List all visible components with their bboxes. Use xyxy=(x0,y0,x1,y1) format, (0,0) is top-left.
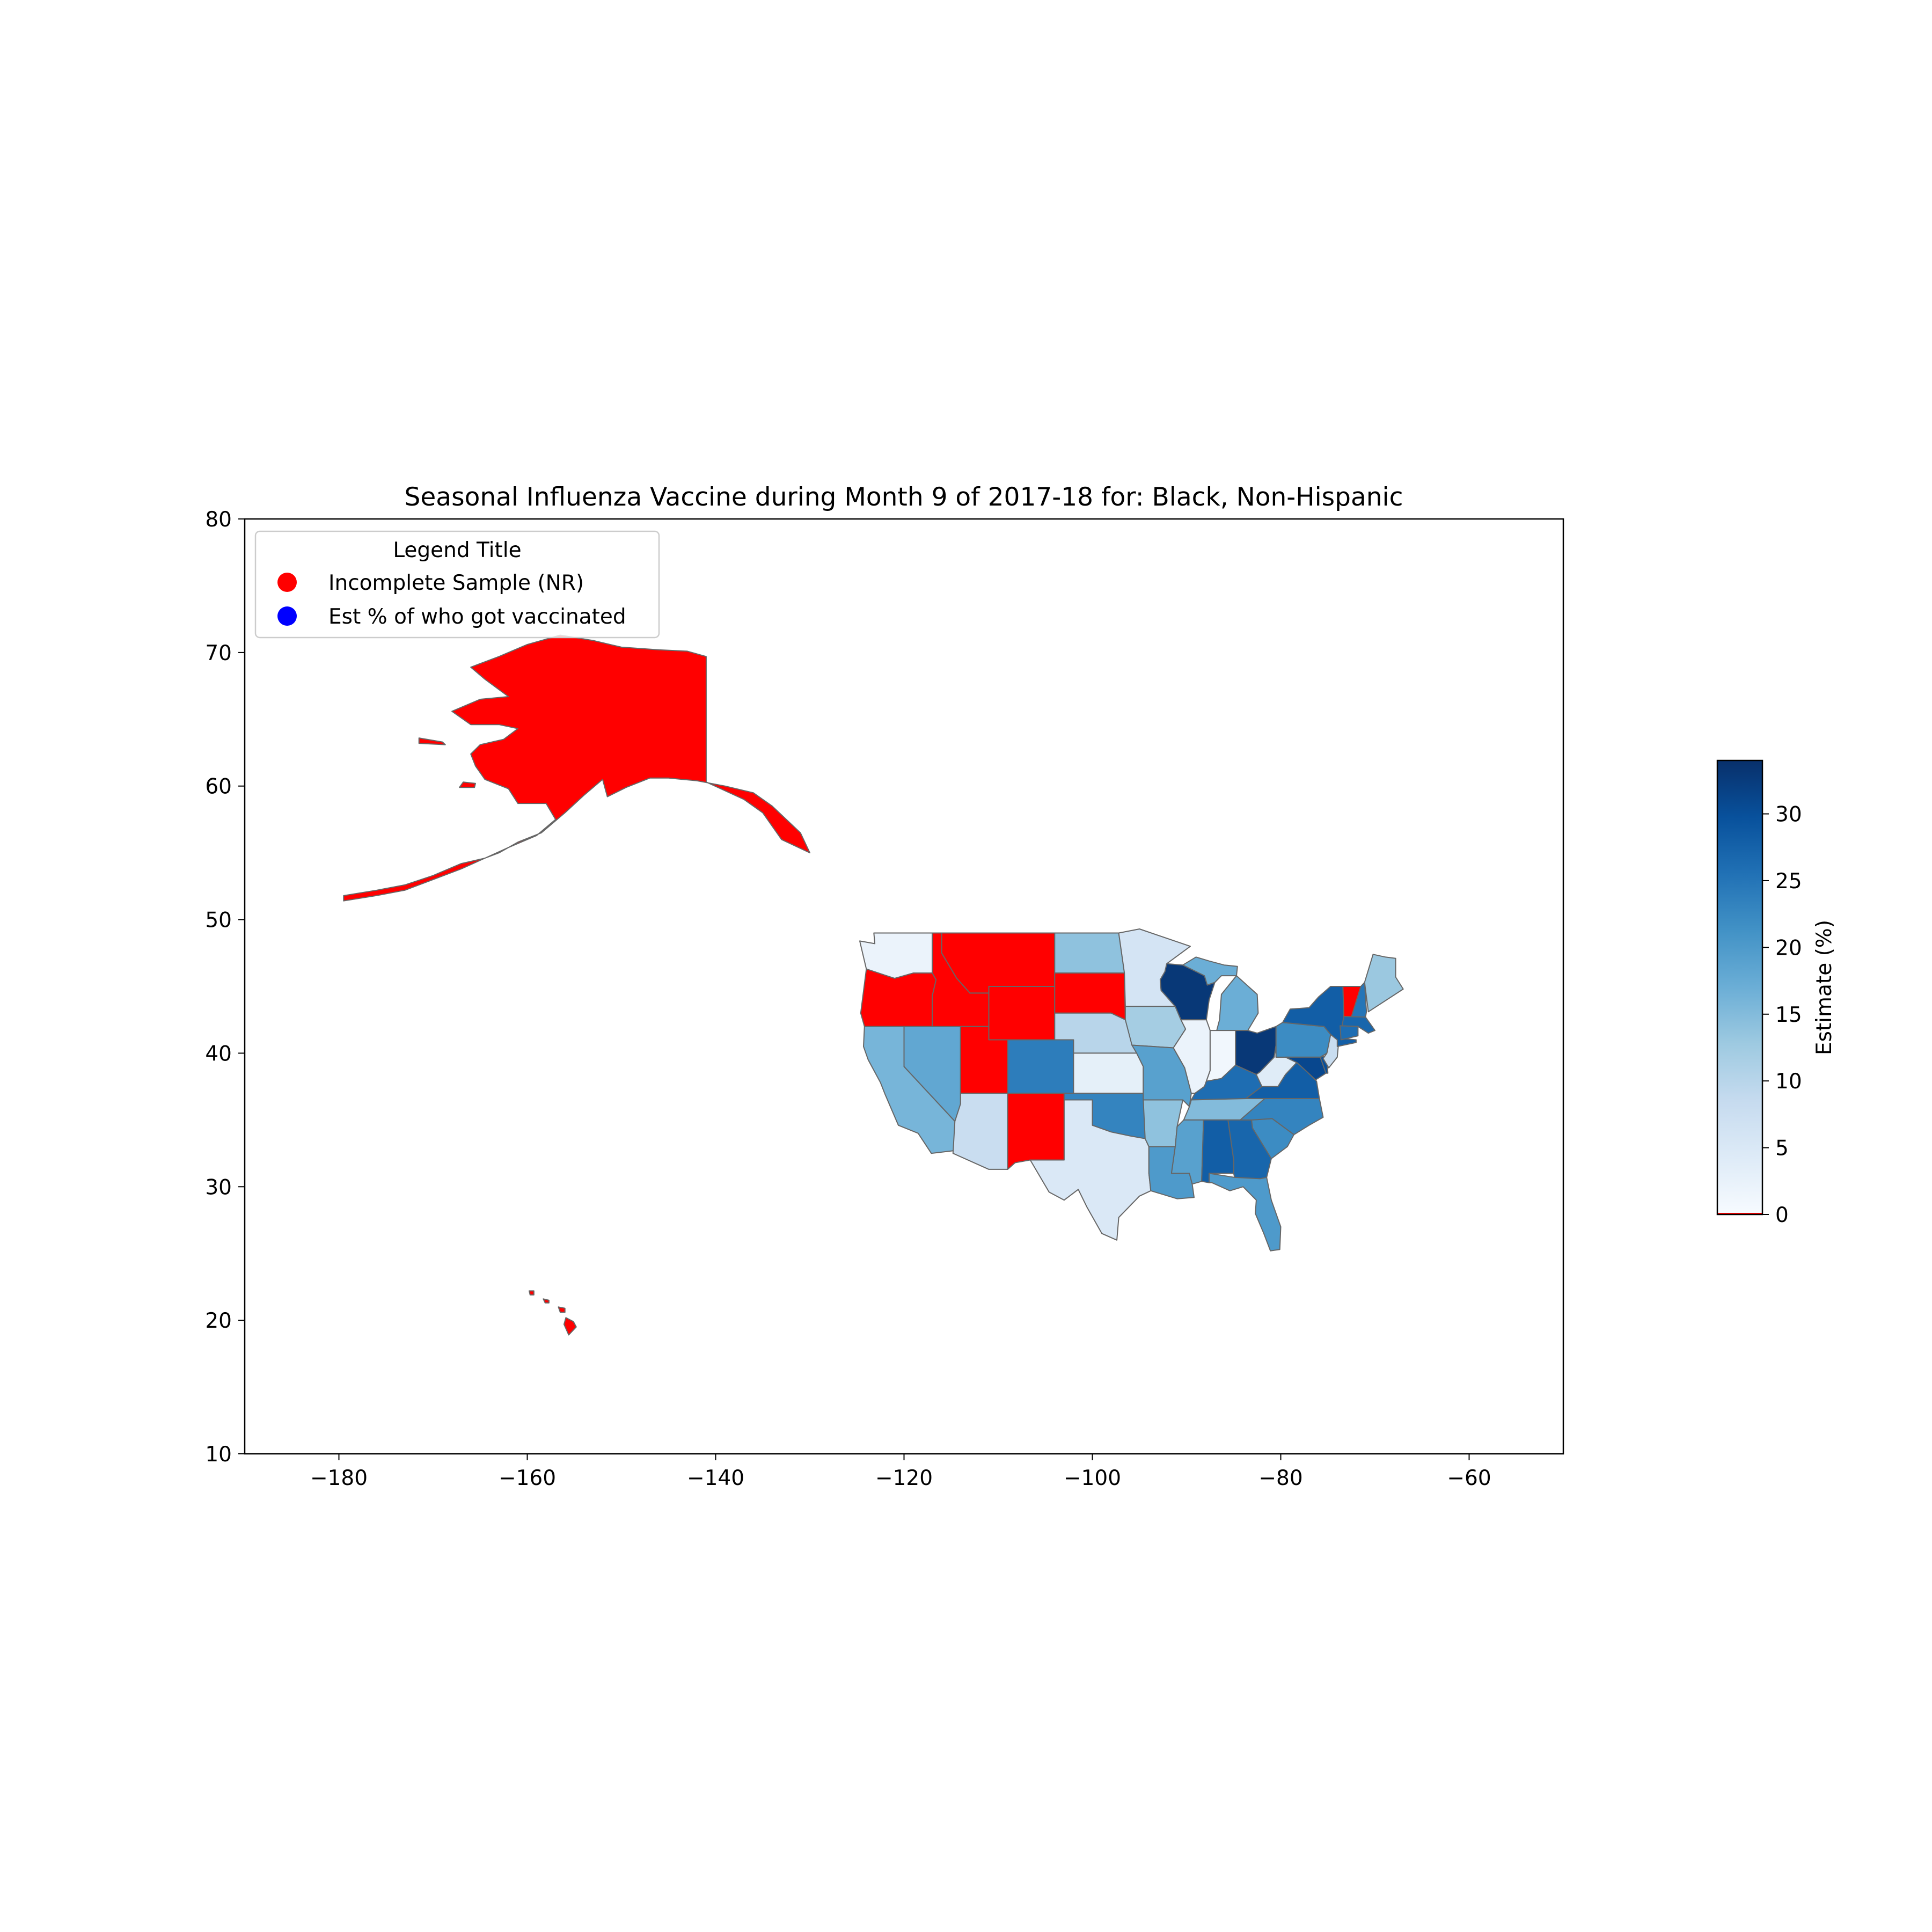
state-az xyxy=(952,1093,1008,1170)
x-tick-label: −160 xyxy=(499,1466,556,1490)
x-tick-label: −120 xyxy=(875,1466,933,1490)
state-hi-hawaii xyxy=(563,1317,577,1336)
state-hi-maui xyxy=(558,1306,566,1313)
map-layer xyxy=(343,634,1404,1336)
legend-box xyxy=(254,530,660,639)
y-tick-label: 40 xyxy=(205,1042,232,1066)
y-tick-label: 60 xyxy=(205,775,232,799)
state-me xyxy=(1364,954,1404,1013)
legend-marker-vaccinated xyxy=(277,606,297,626)
state-mi xyxy=(1216,975,1259,1031)
colorbar-gradient xyxy=(1717,760,1762,1214)
x-tick-label: −180 xyxy=(310,1466,368,1490)
colorbar: 0 5 10 15 20 25 30 Estimate (%) xyxy=(1716,759,1836,1227)
state-ak-stlawrence xyxy=(418,737,446,745)
colorbar-tick-label: 25 xyxy=(1775,869,1802,894)
state-ak-aleutians xyxy=(343,858,486,902)
legend-label-vaccinated: Est % of who got vaccinated xyxy=(328,605,626,629)
state-ma xyxy=(1341,1016,1375,1034)
state-nh xyxy=(1351,982,1367,1018)
y-tick-label: 20 xyxy=(205,1309,232,1333)
state-fl xyxy=(1209,1173,1282,1252)
colorbar-frame xyxy=(1716,759,1763,1216)
state-or xyxy=(860,968,937,1027)
colorbar-tick-label: 10 xyxy=(1775,1070,1802,1094)
state-ct xyxy=(1340,1025,1359,1041)
state-ak xyxy=(451,634,810,859)
state-ia xyxy=(1124,1006,1187,1049)
colorbar-label: Estimate (%) xyxy=(1812,920,1836,1055)
chart-title: Seasonal Influenza Vaccine during Month … xyxy=(405,482,1403,512)
y-tick-label: 10 xyxy=(205,1443,232,1467)
colorbar-tick-label: 20 xyxy=(1775,936,1802,960)
y-axis: 10 20 30 40 50 60 70 80 xyxy=(205,508,245,1467)
state-co xyxy=(1007,1039,1074,1094)
y-tick-label: 30 xyxy=(205,1175,232,1199)
x-tick-label: −100 xyxy=(1064,1466,1121,1490)
y-tick-label: 70 xyxy=(205,641,232,665)
state-wy xyxy=(988,986,1056,1041)
state-ak-nunivak xyxy=(459,781,476,788)
y-tick-label: 50 xyxy=(205,909,232,933)
x-tick-label: −60 xyxy=(1447,1466,1491,1490)
colorbar-tick-label: 5 xyxy=(1775,1137,1789,1161)
state-ks xyxy=(1073,1052,1144,1094)
legend-label-incomplete-sample: Incomplete Sample (NR) xyxy=(328,571,584,595)
colorbar-tick-label: 30 xyxy=(1775,803,1802,827)
legend: Legend Title Incomplete Sample (NR) Est … xyxy=(254,530,660,639)
x-axis: −180 −160 −140 −120 −100 −80 −60 xyxy=(310,1454,1491,1490)
state-nm xyxy=(1007,1093,1065,1170)
state-hi-oahu xyxy=(543,1298,550,1304)
colorbar-tick-label: 15 xyxy=(1775,1003,1802,1027)
state-hi-kauai xyxy=(529,1290,535,1296)
y-tick-label: 80 xyxy=(205,508,232,532)
colorbar-tick-label: 0 xyxy=(1775,1203,1789,1227)
x-tick-label: −80 xyxy=(1258,1466,1302,1490)
state-pa xyxy=(1275,1022,1331,1058)
legend-marker-incomplete-sample xyxy=(277,573,297,592)
colorbar-ticks: 0 5 10 15 20 25 30 xyxy=(1762,803,1802,1227)
legend-title: Legend Title xyxy=(393,538,521,562)
state-nd xyxy=(1054,932,1125,974)
x-tick-label: −140 xyxy=(687,1466,744,1490)
state-mi-up xyxy=(1182,956,1238,986)
